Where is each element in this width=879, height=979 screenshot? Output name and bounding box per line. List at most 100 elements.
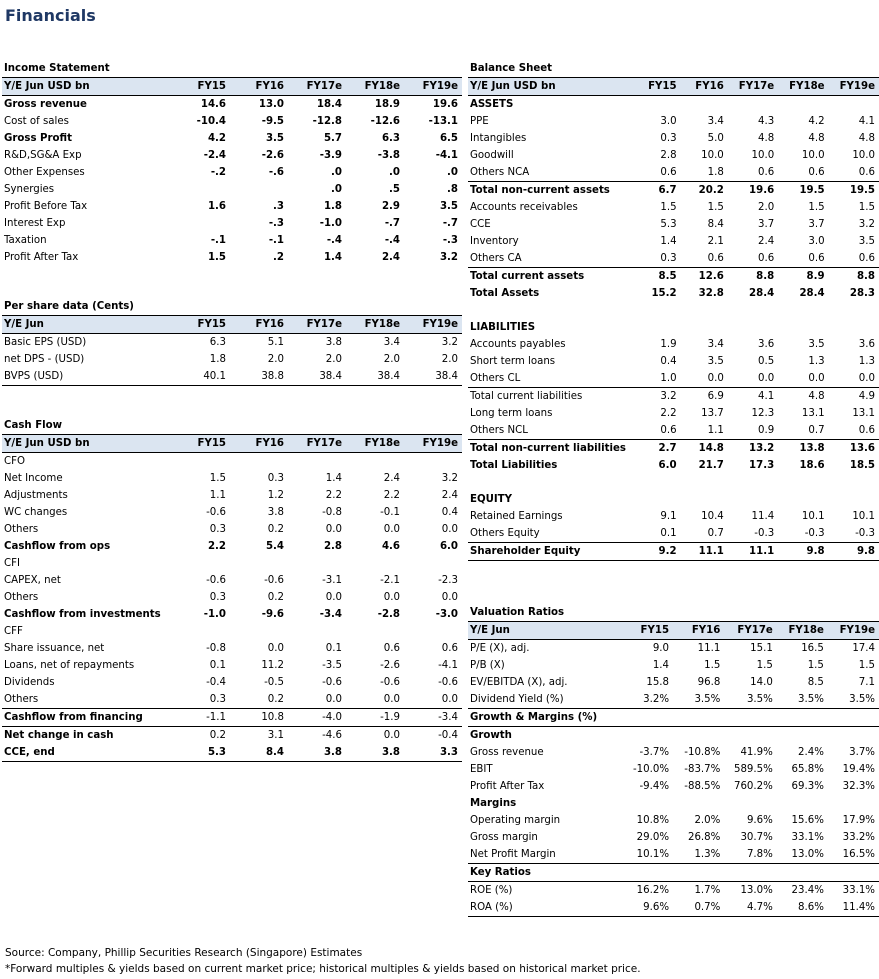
cell-value: 2.0 [325, 354, 342, 365]
cell-value: 13.2 [749, 443, 775, 454]
cell-value: -0.4 [206, 677, 226, 688]
row-label: Net Profit Margin [468, 846, 622, 864]
cell-value: 1.5 [756, 660, 773, 671]
cell-value: 1.5 [808, 202, 825, 213]
cell-value: 0.6 [828, 422, 879, 440]
cell-value: 0.0 [441, 524, 458, 535]
cell-value: 1.4 [652, 660, 670, 671]
table-row: CCE 5.3 8.4 3.7 3.7 3.2 [468, 216, 879, 233]
cell-value: .0 [389, 167, 400, 178]
cell-value [230, 453, 288, 471]
cell-value [673, 708, 725, 727]
cell-value: 1.3 [808, 356, 825, 367]
balance-header-row: Y/E Jun USD bn FY15 FY16 FY17e FY18e FY19e [468, 77, 879, 96]
cell-value: 26.8% [687, 832, 721, 843]
cell-value: -0.6 [206, 575, 226, 586]
row-label: Basic EPS (USD) [4, 337, 87, 348]
cell-value: -3.1 [322, 575, 342, 586]
cell-value [827, 708, 879, 727]
header-year: FY16 [230, 315, 288, 334]
cell-value [633, 474, 680, 491]
cell-value [778, 319, 828, 336]
cell-value [404, 555, 462, 572]
row-label: Cashflow from financing [2, 708, 172, 727]
table-row: Synergies .0 .5 .8 [2, 181, 462, 198]
cell-value: .8 [447, 184, 458, 195]
row-label: Growth & Margins (%) [468, 708, 622, 727]
cell-value: 41.9% [740, 747, 773, 758]
cell-value: 0.0 [404, 691, 462, 709]
cell-value: 18.5 [849, 460, 875, 471]
cell-value: 14.0 [750, 677, 773, 688]
table-row: Profit After Tax 1.5 .2 1.4 2.4 3.2 [2, 249, 462, 266]
header-year: FY18e [778, 77, 829, 96]
cell-value: 10.0 [701, 150, 724, 161]
header-label: Y/E Jun USD bn [468, 77, 634, 96]
cell-value: -9.5 [261, 116, 284, 127]
table-row: Adjustments 1.1 1.2 2.2 2.2 2.4 [2, 487, 462, 504]
row-label: Loans, net of repayments [4, 660, 135, 671]
balance-table: Balance Sheet Y/E Jun USD bn FY15 FY16 FY17e… [468, 60, 879, 561]
header-year: FY15 [172, 434, 230, 453]
cell-value: 1.5 [858, 202, 875, 213]
cell-value [230, 623, 288, 640]
cell-value: 1.0 [633, 370, 681, 388]
cell-value: 12.6 [698, 271, 724, 282]
table-row: Accounts payables 1.9 3.4 3.6 3.5 3.6 [468, 336, 879, 353]
cell-value: 8.8 [856, 271, 875, 282]
row-label: Profit After Tax [470, 781, 545, 792]
cell-value [778, 302, 828, 319]
table-row: EQUITY [468, 491, 879, 508]
table-row: Cashflow from investments -1.0 -9.6 -3.4 -2.… [2, 606, 462, 623]
table-row: Short term loans 0.4 3.5 0.5 1.3 1.3 [468, 353, 879, 370]
cell-value: 0.6 [727, 164, 779, 182]
cell-value: -3.5 [322, 660, 342, 671]
per-share-data: Per share data (Cents) Y/E Jun FY15 FY16 FY1… [2, 298, 462, 386]
cell-value: 12.3 [751, 408, 775, 419]
cell-value: 1.8 [323, 201, 342, 212]
row-label: EBIT [470, 764, 493, 775]
row-label: Cashflow from ops [4, 541, 111, 552]
cell-value: 4.6 [381, 541, 400, 552]
cell-value: 9.8 [828, 542, 879, 561]
cell-value: .5 [389, 184, 400, 195]
cell-value [828, 795, 879, 812]
row-label: Total Liabilities [470, 460, 558, 471]
cell-value: -0.6 [206, 507, 226, 518]
cell-value: 0.9 [727, 422, 779, 440]
cell-value: 8.9 [806, 271, 825, 282]
cell-value: 0.0 [441, 592, 458, 603]
cell-value: 3.8 [288, 744, 346, 762]
footer-source: Source: Company, Phillip Securities Rese… [5, 947, 363, 959]
cell-value [288, 555, 346, 572]
cell-value: 0.7 [778, 422, 829, 440]
cell-value: 4.2 [808, 116, 825, 127]
cell-value: 4.9 [858, 391, 875, 402]
cell-value: 13.0% [776, 846, 828, 864]
cell-value: -3.4 [319, 609, 342, 620]
cell-value: 6.3 [209, 337, 226, 348]
cell-value: 40.1 [172, 368, 230, 386]
cell-value: 2.4 [441, 490, 458, 501]
cell-value: 3.2 [441, 337, 458, 348]
cell-value [827, 863, 879, 882]
row-label: CFO [4, 456, 25, 467]
cell-value: -.2 [210, 167, 226, 178]
cell-value [829, 491, 879, 508]
table-row: Dividends -0.4 -0.5 -0.6 -0.6 -0.6 [2, 674, 462, 691]
table-row: Cashflow from financing -1.1 10.8 -4.0 -1.9-… [2, 708, 462, 727]
cell-value: 4.3 [757, 116, 775, 127]
header-label: Y/E Jun USD bn [2, 77, 172, 96]
cell-value: 0.6 [778, 250, 829, 268]
cell-value: 1.9 [660, 339, 677, 350]
row-label: Others [2, 691, 172, 709]
cell-value: -2.1 [380, 575, 400, 586]
cell-value: 19.4% [842, 764, 875, 775]
table-row: WC changes -0.6 3.8 -0.8 -0.1 0.4 [2, 504, 462, 521]
row-label: Others [4, 592, 39, 603]
row-label: Cost of sales [4, 116, 69, 127]
cell-value [829, 96, 879, 114]
cell-value: 2.2 [383, 490, 400, 501]
table-row: Taxation -.1 -.1 -.4 -.4 -.3 [2, 232, 462, 249]
header-year: FY17e [288, 315, 346, 334]
